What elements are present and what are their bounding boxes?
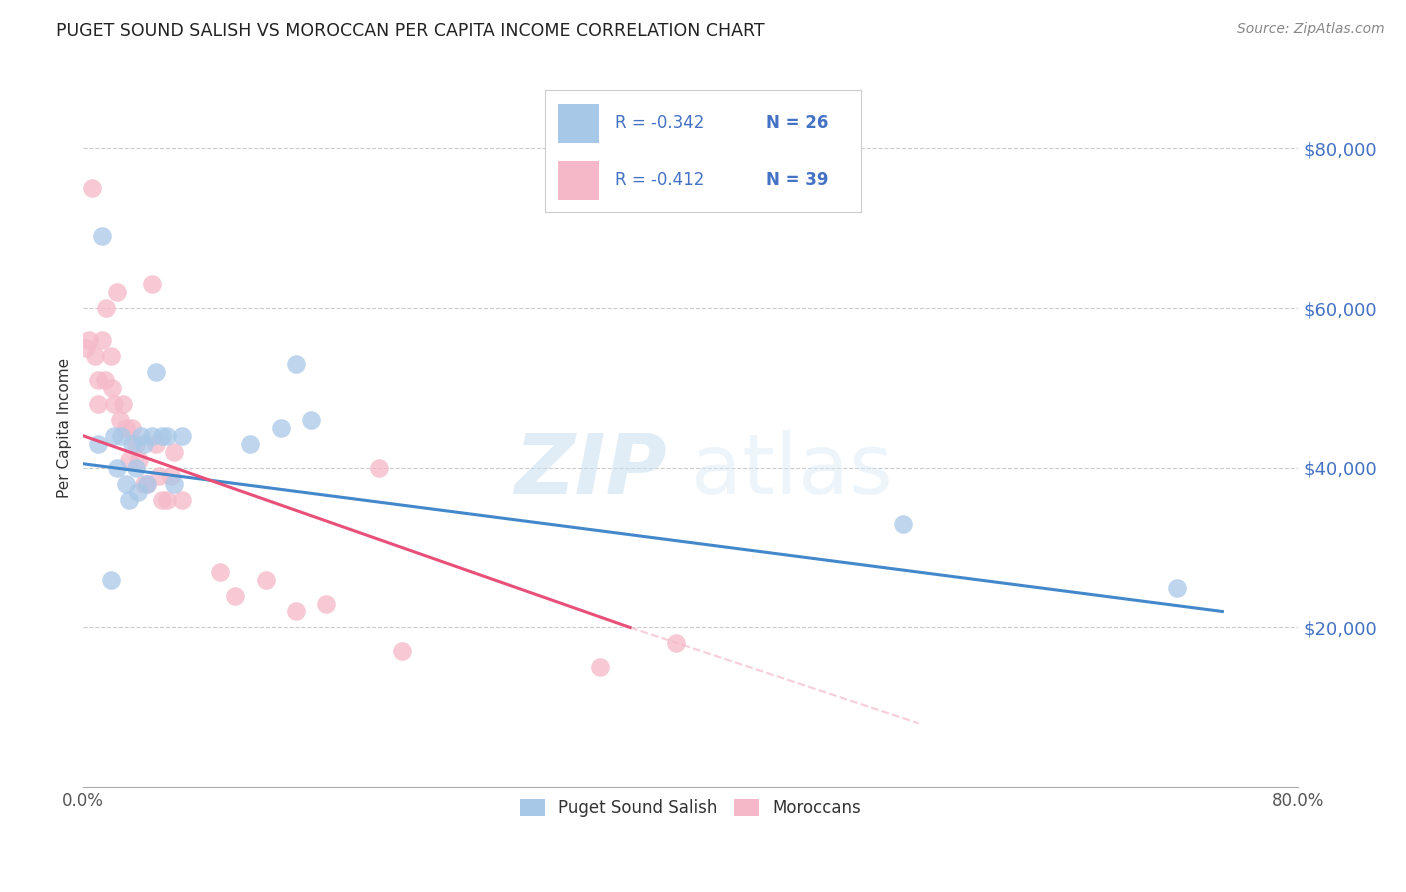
Point: [145, 365, 167, 379]
Text: ZIP: ZIP: [513, 431, 666, 511]
Point: [121, 437, 143, 451]
Point: [170, 492, 193, 507]
Point: [87, 397, 110, 411]
Point: [284, 357, 307, 371]
Point: [129, 429, 152, 443]
Point: [103, 397, 125, 411]
Point: [315, 597, 337, 611]
Point: [87, 437, 110, 451]
Point: [141, 277, 163, 292]
Point: [208, 565, 231, 579]
Point: [84, 349, 107, 363]
Point: [93, 373, 115, 387]
Point: [150, 429, 173, 443]
Point: [224, 589, 246, 603]
Point: [114, 421, 136, 435]
Point: [82, 181, 104, 195]
Point: [368, 460, 391, 475]
Point: [160, 468, 183, 483]
Point: [136, 476, 159, 491]
Point: [156, 492, 179, 507]
Point: [105, 460, 128, 475]
Y-axis label: Per Capita Income: Per Capita Income: [58, 358, 72, 498]
Text: PUGET SOUND SALISH VS MOROCCAN PER CAPITA INCOME CORRELATION CHART: PUGET SOUND SALISH VS MOROCCAN PER CAPIT…: [56, 22, 765, 40]
Point: [110, 429, 132, 443]
Point: [90, 229, 112, 244]
Text: atlas: atlas: [690, 431, 893, 511]
Point: [239, 437, 262, 451]
Point: [128, 452, 150, 467]
Point: [163, 476, 186, 491]
Point: [141, 429, 163, 443]
Point: [1166, 581, 1188, 595]
Point: [103, 429, 125, 443]
Point: [87, 373, 110, 387]
Point: [254, 573, 277, 587]
Point: [589, 660, 612, 674]
Point: [284, 605, 307, 619]
Point: [136, 476, 159, 491]
Point: [94, 301, 117, 315]
Point: [111, 397, 134, 411]
Point: [114, 476, 136, 491]
Point: [170, 429, 193, 443]
Point: [150, 492, 173, 507]
Legend: Puget Sound Salish, Moroccans: Puget Sound Salish, Moroccans: [512, 790, 870, 826]
Text: Source: ZipAtlas.com: Source: ZipAtlas.com: [1237, 22, 1385, 37]
Point: [118, 492, 141, 507]
Point: [299, 413, 322, 427]
Point: [132, 437, 155, 451]
Point: [100, 573, 122, 587]
Point: [893, 516, 915, 531]
Point: [100, 349, 122, 363]
Point: [108, 413, 131, 427]
Point: [125, 460, 148, 475]
Point: [125, 437, 148, 451]
Point: [156, 429, 179, 443]
Point: [105, 285, 128, 299]
Point: [270, 421, 292, 435]
Point: [145, 437, 167, 451]
Point: [79, 333, 101, 347]
Point: [163, 445, 186, 459]
Point: [391, 644, 413, 658]
Point: [148, 468, 170, 483]
Point: [75, 341, 97, 355]
Point: [90, 333, 112, 347]
Point: [127, 484, 149, 499]
Point: [665, 636, 688, 650]
Point: [121, 421, 143, 435]
Point: [132, 476, 155, 491]
Point: [101, 381, 124, 395]
Point: [118, 452, 141, 467]
